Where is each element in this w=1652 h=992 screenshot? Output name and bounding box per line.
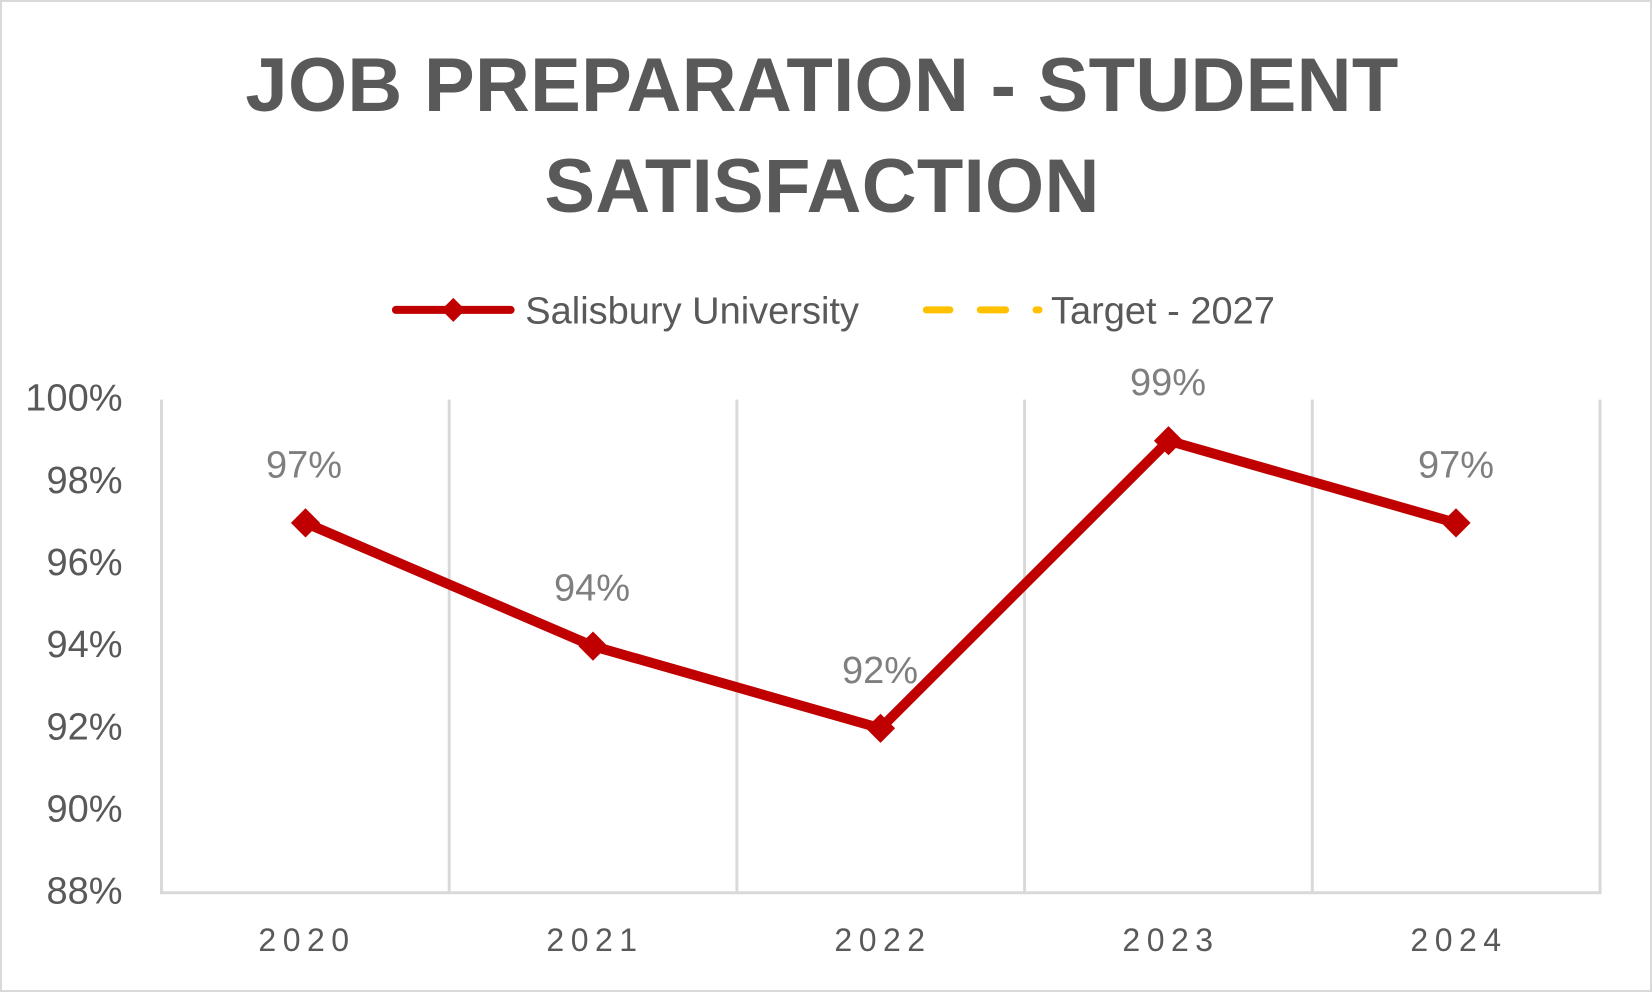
svg-text:88%: 88% xyxy=(46,871,122,913)
svg-text:Salisbury University: Salisbury University xyxy=(525,290,859,332)
svg-text:99%: 99% xyxy=(1130,362,1206,404)
svg-text:2023: 2023 xyxy=(1122,922,1219,958)
svg-text:JOB PREPARATION - STUDENT: JOB PREPARATION - STUDENT xyxy=(245,43,1398,128)
svg-text:94%: 94% xyxy=(46,624,122,666)
svg-text:97%: 97% xyxy=(1418,444,1494,486)
svg-text:2024: 2024 xyxy=(1410,922,1507,958)
svg-text:97%: 97% xyxy=(266,444,342,486)
svg-text:2021: 2021 xyxy=(546,922,643,958)
svg-text:92%: 92% xyxy=(46,706,122,748)
svg-text:96%: 96% xyxy=(46,542,122,584)
svg-text:2020: 2020 xyxy=(258,922,355,958)
svg-text:98%: 98% xyxy=(46,460,122,502)
svg-text:2022: 2022 xyxy=(834,922,931,958)
svg-text:94%: 94% xyxy=(554,568,630,610)
svg-text:100%: 100% xyxy=(25,378,122,420)
svg-text:SATISFACTION: SATISFACTION xyxy=(544,144,1099,229)
svg-text:90%: 90% xyxy=(46,788,122,830)
svg-text:Target - 2027: Target - 2027 xyxy=(1051,290,1275,332)
svg-text:92%: 92% xyxy=(842,650,918,692)
